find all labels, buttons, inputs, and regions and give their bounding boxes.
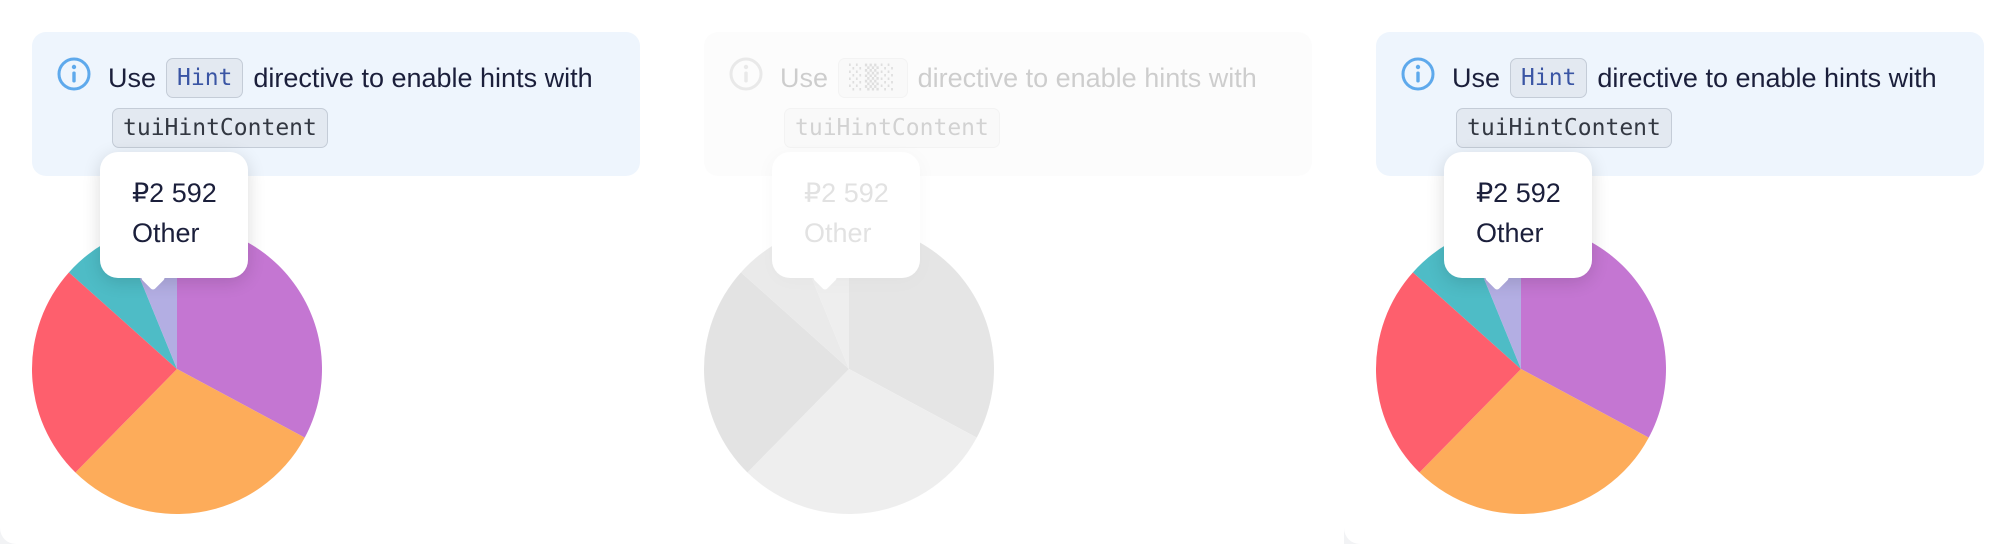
demo-panel-1: Use Hint directive to enable hints with … [0, 0, 672, 544]
pie-slice-2[interactable] [747, 369, 977, 514]
tooltip-value: ₽2 592 [804, 178, 889, 208]
notice-prefix: Use [780, 62, 829, 93]
hint-code: Hint [166, 58, 244, 98]
pie-slice-4[interactable] [68, 234, 177, 369]
hint-notice: Use Hint directive to enable hints with … [1376, 32, 1984, 176]
pie-slice-3[interactable] [32, 272, 177, 473]
demo-panel-3: Use Hint directive to enable hints with … [1344, 0, 2016, 544]
info-icon [57, 57, 91, 91]
pie-slice-3[interactable] [1376, 272, 1521, 473]
hint-content-code: tuiHintContent [1456, 108, 1672, 148]
tooltip-value: ₽2 592 [1476, 178, 1561, 208]
hint-content-code: tuiHintContent [784, 108, 1000, 148]
demo-panel-2: Use ░▒░ directive to enable hints with t… [672, 0, 1344, 544]
notice-text: Use Hint directive to enable hints with [108, 56, 593, 100]
notice-text: Use Hint directive to enable hints with [1452, 56, 1937, 100]
tooltip-value: ₽2 592 [132, 178, 217, 208]
pie-slice-2[interactable] [1419, 369, 1649, 514]
tooltip-label: Other [804, 218, 872, 248]
pie-slice-4[interactable] [740, 234, 849, 369]
info-icon [729, 57, 763, 91]
notice-prefix: Use [1452, 62, 1501, 93]
hint-tooltip: ₽2 592 Other [1444, 152, 1592, 278]
hint-code-garbled: ░▒░ [838, 58, 908, 98]
notice-prefix: Use [108, 62, 157, 93]
notice-text: Use ░▒░ directive to enable hints with [780, 56, 1257, 100]
hint-code: Hint [1510, 58, 1588, 98]
tooltip-label: Other [132, 218, 200, 248]
hint-notice: Use ░▒░ directive to enable hints with t… [704, 32, 1312, 176]
hint-tooltip: ₽2 592 Other [772, 152, 920, 278]
tooltip-label: Other [1476, 218, 1544, 248]
pie-slice-2[interactable] [75, 369, 305, 514]
hint-content-code: tuiHintContent [112, 108, 328, 148]
notice-suffix: directive to enable hints with [253, 62, 593, 93]
notice-suffix: directive to enable hints with [1597, 62, 1937, 93]
pie-slice-3[interactable] [704, 272, 849, 473]
info-icon [1401, 57, 1435, 91]
notice-suffix: directive to enable hints with [917, 62, 1257, 93]
pie-slice-4[interactable] [1412, 234, 1521, 369]
hint-tooltip: ₽2 592 Other [100, 152, 248, 278]
